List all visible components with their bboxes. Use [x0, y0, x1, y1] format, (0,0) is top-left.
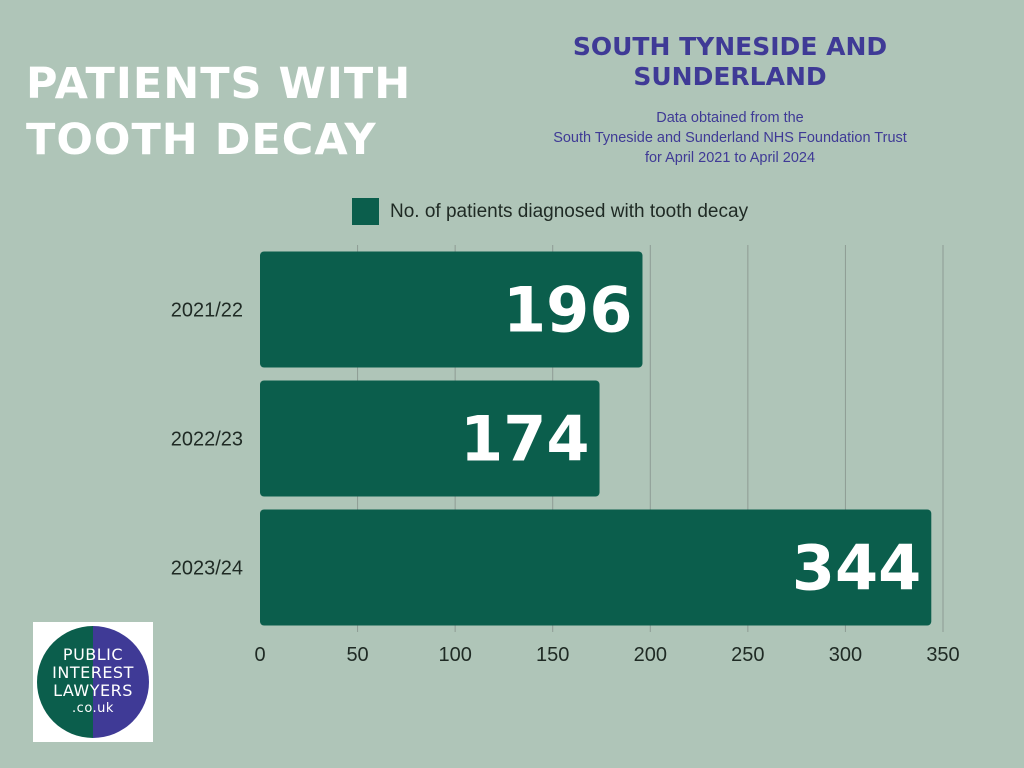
bar-value-label: 196	[503, 274, 632, 347]
logo-text-line: PUBLIC	[62, 645, 124, 664]
category-label: 2022/23	[171, 429, 243, 451]
bar	[260, 509, 932, 626]
source-note: Data obtained from the South Tyneside an…	[520, 108, 940, 168]
category-label: 2021/22	[171, 300, 243, 322]
bar-value-label: 344	[792, 532, 921, 605]
page-title-line: TOOTH DECAY	[26, 115, 377, 165]
x-tick-label: 150	[536, 644, 569, 666]
page-title-line: PATIENTS WITH	[26, 59, 412, 109]
x-tick-label: 350	[926, 644, 959, 666]
bar	[260, 251, 643, 368]
logo-text-line: LAWYERS	[53, 681, 133, 700]
logo-text-line: .co.uk	[72, 701, 114, 716]
logo-text-line: INTEREST	[52, 663, 134, 682]
source-line: South Tyneside and Sunderland NHS Founda…	[553, 130, 907, 146]
legend-swatch	[352, 198, 379, 225]
x-tick-label: 100	[438, 644, 471, 666]
source-line: for April 2021 to April 2024	[644, 150, 816, 166]
region-title: SOUTH TYNESIDE AND SUNDERLAND	[530, 32, 930, 92]
source-line: Data obtained from the	[656, 110, 804, 126]
legend-label: No. of patients diagnosed with tooth dec…	[390, 200, 749, 222]
x-tick-label: 250	[731, 644, 764, 666]
logo-circle: PUBLIC INTEREST LAWYERS .co.uk	[37, 626, 149, 738]
x-tick-label: 300	[829, 644, 862, 666]
chart-legend: No. of patients diagnosed with tooth dec…	[352, 198, 748, 225]
x-tick-label: 50	[346, 644, 368, 666]
x-tick-label: 200	[634, 644, 667, 666]
region-title-line: SUNDERLAND	[633, 62, 827, 91]
x-tick-label: 0	[254, 644, 265, 666]
bar	[260, 380, 600, 497]
public-interest-lawyers-logo: PUBLIC INTEREST LAWYERS .co.uk	[33, 622, 153, 742]
region-title-line: SOUTH TYNESIDE AND	[572, 32, 888, 61]
bar-value-label: 174	[460, 403, 589, 476]
page-title: PATIENTS WITH TOOTH DECAY	[26, 56, 496, 168]
category-label: 2023/24	[171, 558, 243, 580]
